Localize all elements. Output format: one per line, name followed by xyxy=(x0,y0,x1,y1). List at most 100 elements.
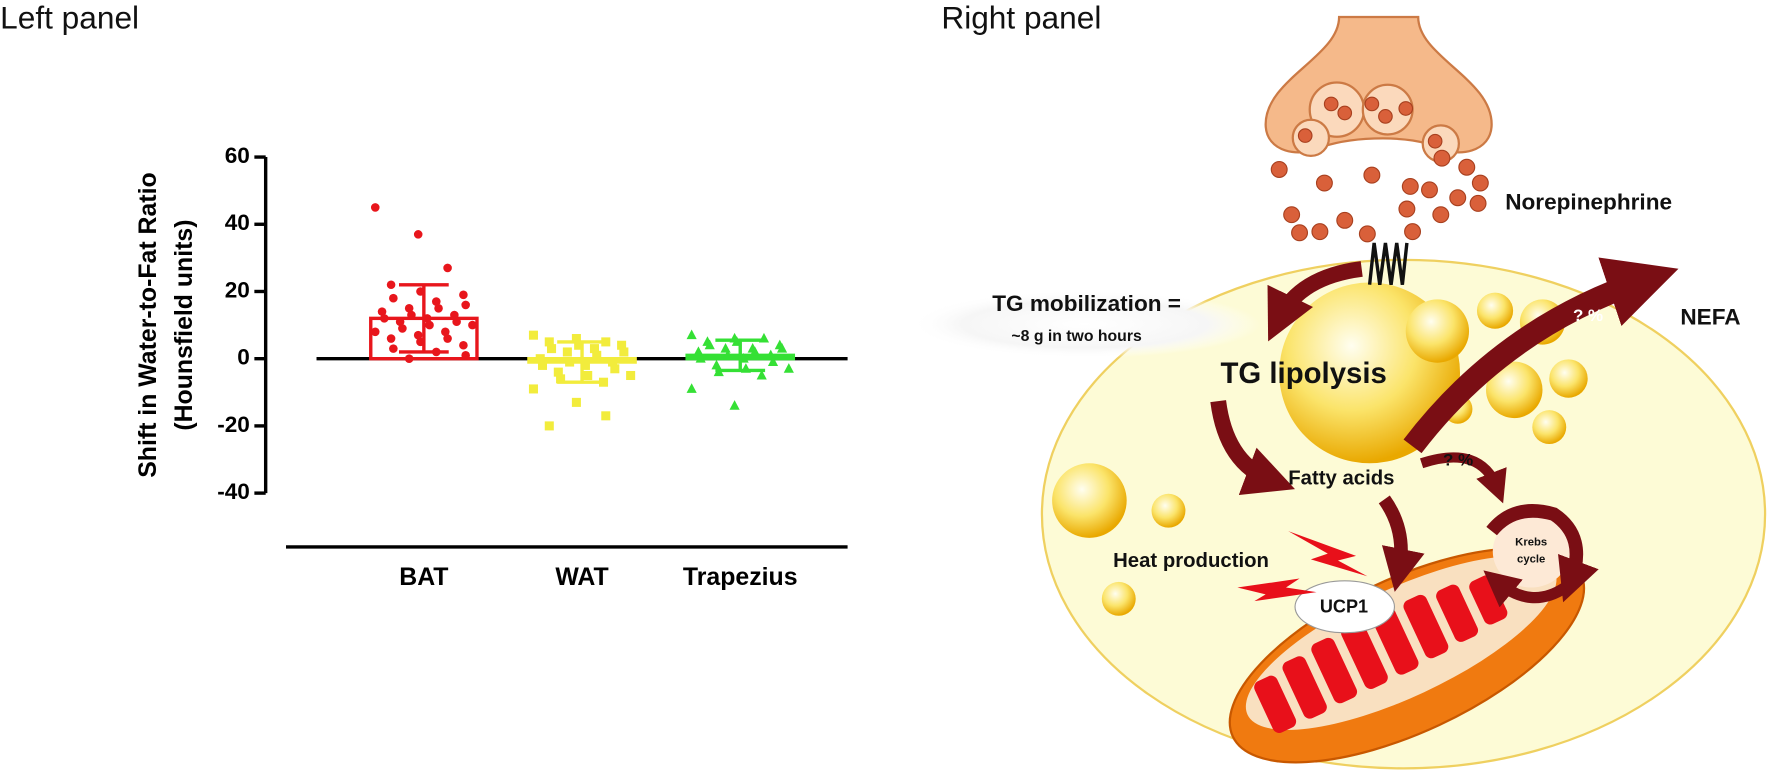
chart: -40 -20 0 20 40 60 Shift in Water-to-Fat Ratio… xyxy=(135,143,848,591)
y-axis-label: (Hounsfield units) xyxy=(171,220,198,431)
data-point xyxy=(380,314,389,323)
data-point xyxy=(592,350,602,360)
data-point xyxy=(535,354,545,364)
data-point xyxy=(562,347,572,357)
data-point xyxy=(413,330,423,340)
data-point xyxy=(443,334,452,343)
data-point xyxy=(686,383,697,393)
arrows xyxy=(1210,257,1679,608)
label: ~8 g in two hours xyxy=(1011,328,1142,345)
data-point xyxy=(722,349,733,360)
label: NEFA xyxy=(1680,305,1740,330)
data-point xyxy=(452,317,461,327)
label: ? % xyxy=(1443,450,1473,469)
data-point xyxy=(601,411,611,421)
x-tick-label: BAT xyxy=(399,564,448,591)
label: Krebs xyxy=(1515,536,1547,548)
cloud xyxy=(909,290,1261,359)
data-point xyxy=(583,370,593,381)
data-point xyxy=(431,297,441,306)
data-point xyxy=(553,367,563,377)
label: ? % xyxy=(1573,306,1603,325)
label: Norepinephrine xyxy=(1505,189,1672,214)
data-point xyxy=(617,340,627,350)
data-point xyxy=(571,334,581,344)
diagram: Norepinephrine NEFA ? % TG mobilization … xyxy=(909,15,1767,770)
data-point xyxy=(544,421,554,431)
error-bar xyxy=(715,338,766,373)
data-point xyxy=(783,363,794,373)
data-point xyxy=(434,303,443,313)
error-bar xyxy=(557,340,607,384)
data-point xyxy=(386,280,396,290)
data-point xyxy=(610,364,620,374)
y-tick-label: 60 xyxy=(225,143,250,168)
y-axis-label: Shift in Water-to-Fat Ratio xyxy=(135,172,162,477)
label: TG lipolysis xyxy=(1220,357,1386,390)
data-point xyxy=(565,357,575,367)
error-bar xyxy=(399,283,449,354)
y-tick-label: 20 xyxy=(225,277,250,302)
y-tick-label: -40 xyxy=(217,479,250,504)
data-point xyxy=(450,310,459,320)
panel-title: Left panel xyxy=(0,0,139,36)
data-point xyxy=(441,327,450,337)
data-point xyxy=(547,344,557,354)
data-point xyxy=(626,370,636,381)
data-point xyxy=(729,400,740,410)
data-point xyxy=(443,263,452,273)
label: UCP1 xyxy=(1320,597,1368,617)
data-point xyxy=(370,203,380,212)
data-point xyxy=(459,340,468,350)
data-point xyxy=(528,330,538,340)
ucp1 xyxy=(1294,580,1396,634)
receptor xyxy=(1367,242,1409,285)
data-point xyxy=(580,360,590,370)
data-point xyxy=(537,360,548,370)
data-point xyxy=(395,317,405,327)
data-point xyxy=(574,340,584,350)
data-point xyxy=(370,327,380,337)
label: TG mobilization = xyxy=(992,291,1181,316)
data-point xyxy=(404,354,414,363)
data-point xyxy=(556,374,566,384)
panel-title: Right panel xyxy=(941,0,1101,36)
data-point xyxy=(389,293,398,303)
x-tick-label: Trapezius xyxy=(683,564,798,591)
data-point xyxy=(765,349,776,360)
data-point xyxy=(589,344,599,354)
norepinephrine-dots xyxy=(1270,96,1489,243)
data-point xyxy=(528,384,538,394)
data-point xyxy=(619,347,629,357)
heat-bolts xyxy=(1237,531,1368,602)
data-point xyxy=(720,342,731,353)
data-point xyxy=(686,329,697,340)
y-tick-label: 0 xyxy=(237,345,250,370)
data-point xyxy=(425,320,434,330)
y-tick-label: -20 xyxy=(217,412,250,437)
data-point xyxy=(459,290,468,300)
label: cycle xyxy=(1517,553,1545,565)
data-point xyxy=(704,339,715,350)
data-point xyxy=(461,300,470,310)
label: Heat production xyxy=(1113,550,1269,572)
krebs xyxy=(1492,515,1570,588)
data-point xyxy=(767,356,779,367)
y-tick-label: 40 xyxy=(225,210,250,235)
data-point xyxy=(749,346,761,356)
data-point xyxy=(404,303,414,313)
data-point xyxy=(544,337,554,347)
data-point xyxy=(711,359,722,370)
data-point xyxy=(571,397,581,407)
data-point xyxy=(398,324,407,333)
data-point xyxy=(776,342,788,353)
data-point xyxy=(693,346,704,356)
data-point xyxy=(389,344,398,353)
data-point xyxy=(386,334,396,343)
data-point xyxy=(608,357,618,367)
data-point xyxy=(695,353,706,363)
data-point xyxy=(756,369,767,380)
data-point xyxy=(407,310,416,320)
